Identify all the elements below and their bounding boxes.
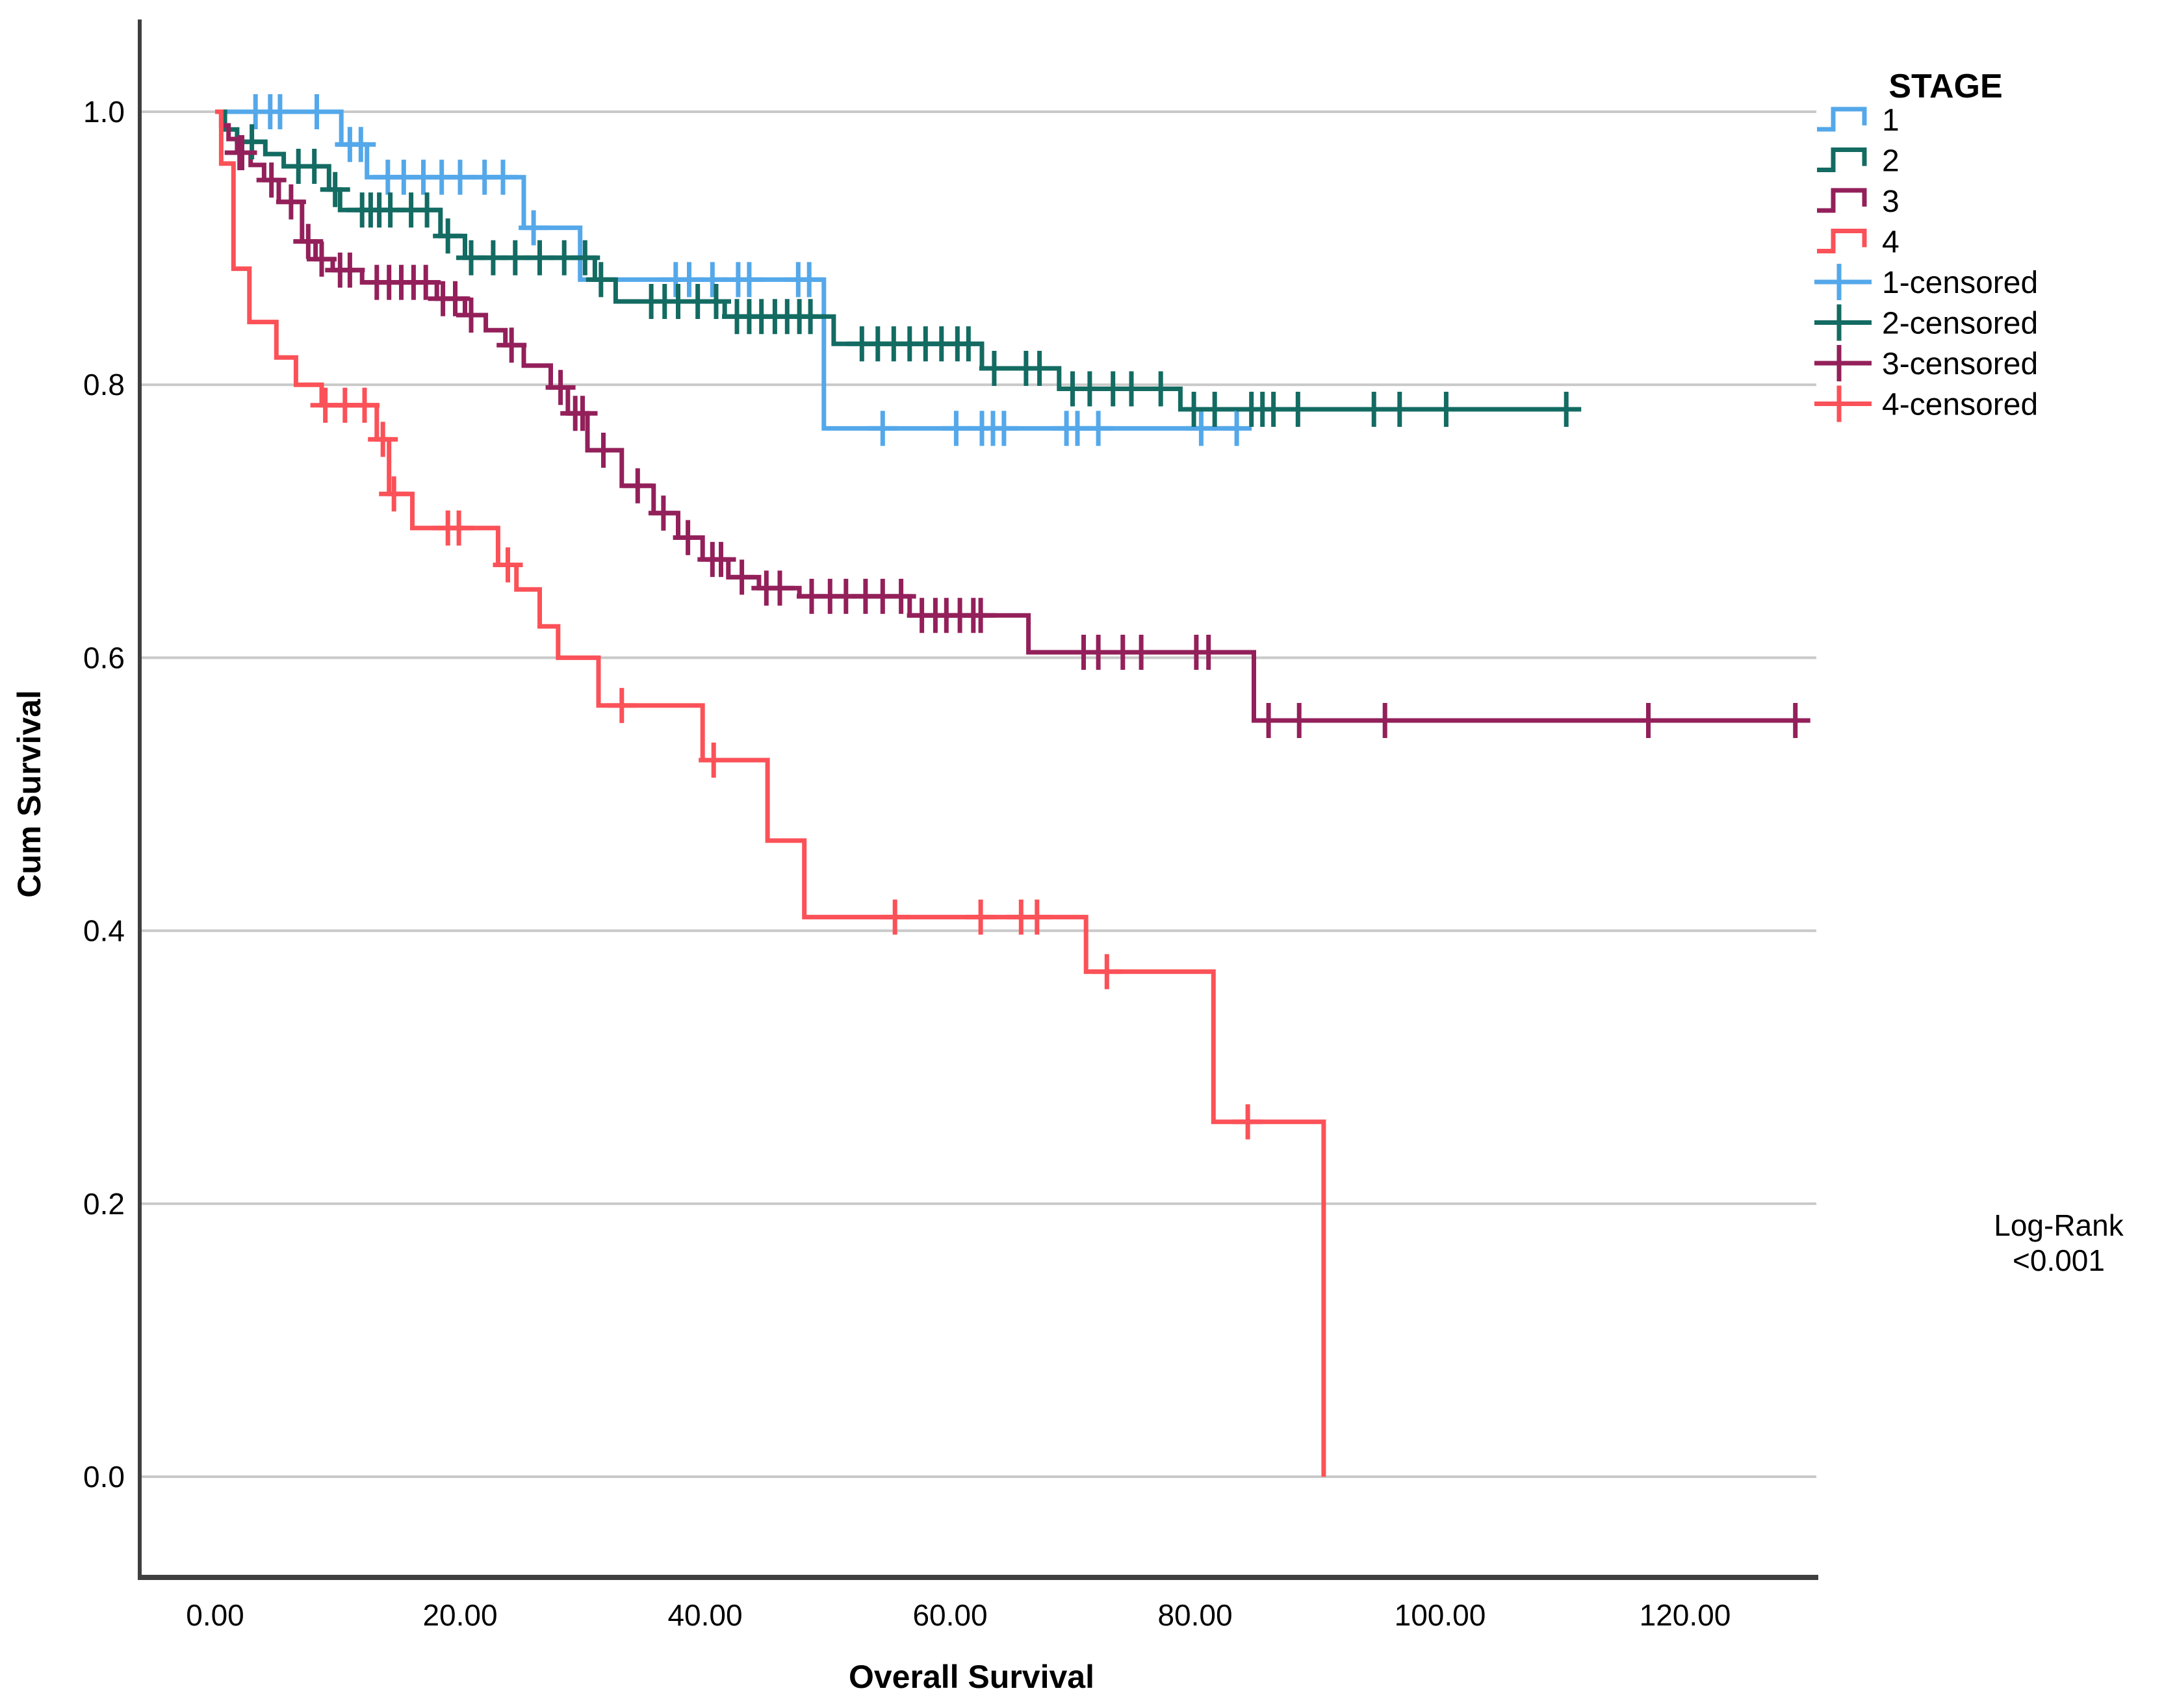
- x-tick-label-80.00: 80.00: [1157, 1598, 1232, 1632]
- log-rank-line2: <0.001: [2013, 1243, 2105, 1277]
- x-tick-label-100.00: 100.00: [1395, 1598, 1486, 1632]
- legend-step-swatch-icon: [1817, 107, 1867, 132]
- legend-title: STAGE: [1888, 68, 2002, 105]
- x-tick-labels: 0.00 20.00 40.00 60.00 80.00 100.00 120.00: [186, 1598, 1731, 1632]
- legend-step-swatch-icon: [1817, 188, 1867, 213]
- x-tick-label-60.00: 60.00: [912, 1598, 987, 1632]
- legend-entry-1: 1: [1817, 103, 1900, 138]
- y-axis-title: Cum Survival: [11, 690, 47, 898]
- y-tick-label-0.2: 0.2: [83, 1187, 125, 1221]
- censor-marks-stage-2: [237, 124, 1582, 427]
- legend-entry-4-censored: 4-censored: [1814, 385, 2038, 422]
- censor-marks-stage-1: [240, 94, 1252, 446]
- censor-marks-stage-4: [310, 387, 1263, 1140]
- legend-entry-1-censored: 1-censored: [1814, 264, 2038, 300]
- censor-marks: [224, 94, 1810, 1140]
- legend-entry-label: 4-censored: [1882, 388, 2038, 422]
- legend-entry-2-censored: 2-censored: [1814, 304, 2038, 341]
- legend-entry-label: 1: [1882, 103, 1900, 138]
- log-rank-annotation: Log-Rank <0.001: [1994, 1208, 2124, 1277]
- y-tick-label-0.4: 0.4: [83, 914, 125, 948]
- legend-entry-label: 2-censored: [1882, 307, 2038, 341]
- legend-step-swatch-icon: [1817, 229, 1867, 253]
- legend-entry-label: 3: [1882, 185, 1900, 219]
- axes: [138, 19, 1818, 1580]
- survival-curve-stage-2: [215, 109, 1567, 412]
- x-tick-label-0.00: 0.00: [186, 1598, 244, 1632]
- censor-marks-stage-3: [224, 135, 1810, 738]
- y-tick-label-1.0: 1.0: [83, 95, 125, 129]
- y-tick-label-0.0: 0.0: [83, 1460, 125, 1494]
- legend-entry-4: 4: [1817, 225, 1900, 260]
- x-tick-label-120.00: 120.00: [1640, 1598, 1731, 1632]
- y-tick-label-0.8: 0.8: [83, 368, 125, 402]
- x-tick-label-40.00: 40.00: [667, 1598, 742, 1632]
- survival-curve-stage-1: [215, 109, 1237, 431]
- x-tick-label-20.00: 20.00: [422, 1598, 497, 1632]
- legend-step-swatch-icon: [1817, 147, 1867, 172]
- y-tick-label-0.6: 0.6: [83, 641, 125, 674]
- survival-curves: [215, 109, 1796, 1477]
- y-tick-labels: 0.0 0.2 0.4 0.6 0.8 1.0: [83, 95, 125, 1494]
- legend-entry-3-censored: 3-censored: [1814, 345, 2038, 381]
- legend-entry-label: 3-censored: [1882, 347, 2038, 381]
- legend-entry-label: 2: [1882, 144, 1900, 179]
- legend-entry-label: 4: [1882, 225, 1900, 260]
- x-axis-title: Overall Survival: [849, 1659, 1094, 1695]
- legend: STAGE 1 2 3 4 1-censored 2-censored 3-censored…: [1814, 68, 2038, 422]
- legend-entry-2: 2: [1817, 144, 1900, 179]
- gridlines: [140, 110, 1816, 1478]
- log-rank-line1: Log-Rank: [1994, 1208, 2124, 1242]
- legend-entry-3: 3: [1817, 185, 1900, 219]
- legend-entry-label: 1-censored: [1882, 266, 2038, 300]
